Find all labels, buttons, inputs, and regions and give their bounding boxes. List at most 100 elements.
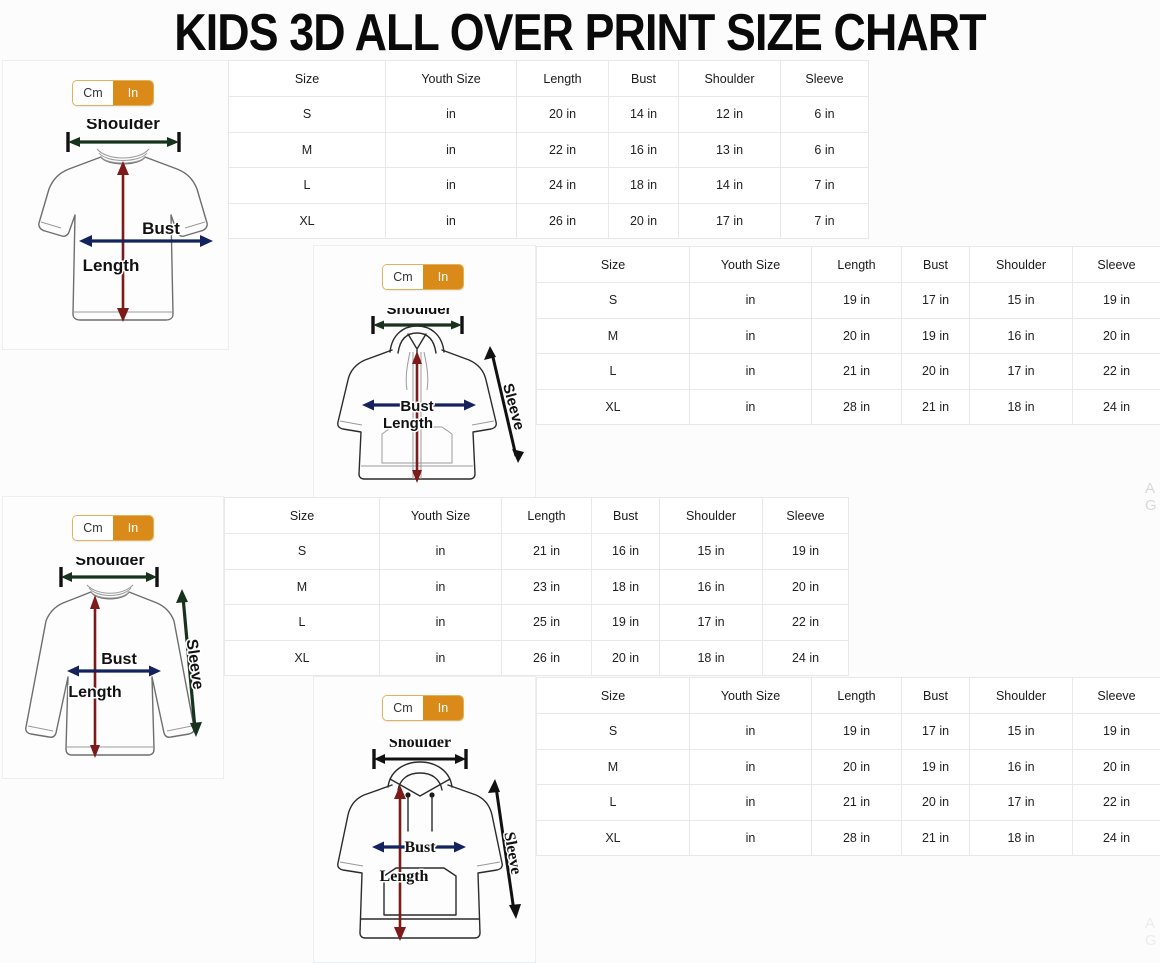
unit-toggle-cm[interactable]: Cm [383, 265, 423, 289]
table-row: M in 22 in 16 in 13 in 6 in [228, 131, 869, 168]
table-header-row: Size Youth Size Length Bust Shoulder Sle… [536, 677, 1160, 714]
unit-toggle-tshirt[interactable]: Cm In [72, 80, 154, 106]
svg-text:Bust: Bust [400, 398, 433, 415]
cell-size: M [228, 131, 386, 168]
cell-youth-size: in [379, 533, 502, 570]
svg-text:Bust: Bust [404, 839, 436, 856]
cell-sleeve: 19 in [1072, 713, 1160, 750]
cell-shoulder: 15 in [969, 713, 1073, 750]
cell-length: 20 in [811, 748, 902, 785]
table-row: L in 21 in 20 in 17 in 22 in [536, 784, 1160, 821]
table-header-row: Size Youth Size Length Bust Shoulder Sle… [536, 246, 1160, 283]
pullover-hoodie-illustration: Shoulder Sleeve [320, 739, 530, 959]
unit-toggle-zip-hoodie[interactable]: Cm In [382, 264, 464, 290]
cell-bust: 16 in [608, 131, 679, 168]
cell-sleeve: 19 in [1072, 282, 1160, 319]
size-table-tshirt: Size Youth Size Length Bust Shoulder Sle… [228, 60, 869, 239]
cell-sleeve: 20 in [1072, 317, 1160, 354]
unit-toggle-cm[interactable]: Cm [73, 81, 113, 105]
unit-toggle-in[interactable]: In [423, 696, 463, 720]
cell-length: 28 in [811, 819, 902, 856]
cell-sleeve: 19 in [762, 533, 849, 570]
table-row: L in 21 in 20 in 17 in 22 in [536, 353, 1160, 390]
cell-youth-size: in [689, 713, 812, 750]
cell-sleeve: 20 in [762, 568, 849, 605]
cell-bust: 20 in [901, 784, 970, 821]
cell-size: L [228, 167, 386, 204]
cell-youth-size: in [385, 96, 517, 133]
cell-size: L [224, 604, 380, 641]
cell-bust: 21 in [901, 819, 970, 856]
edge-text-line-1: A [1145, 480, 1156, 497]
cell-shoulder: 16 in [659, 568, 763, 605]
edge-text-fragment-upper: A G [1145, 480, 1160, 514]
cell-bust: 16 in [591, 533, 660, 570]
unit-toggle-pullover-hoodie[interactable]: Cm In [382, 695, 464, 721]
cell-youth-size: in [689, 388, 812, 425]
page-title: KIDS 3D ALL OVER PRINT SIZE CHART [174, 4, 986, 62]
col-header-youth-size: Youth Size [689, 677, 812, 714]
cell-sleeve: 24 in [1072, 819, 1160, 856]
unit-toggle-cm[interactable]: Cm [73, 516, 113, 540]
table-row: XL in 28 in 21 in 18 in 24 in [536, 819, 1160, 856]
table-row: L in 24 in 18 in 14 in 7 in [228, 167, 869, 204]
col-header-sleeve: Sleeve [780, 60, 869, 97]
edge-text-line-2: G [1145, 497, 1157, 514]
svg-text:Shoulder: Shoulder [75, 557, 144, 569]
edge-text-line-2: G [1145, 932, 1157, 949]
table-row: S in 20 in 14 in 12 in 6 in [228, 96, 869, 133]
unit-toggle-in[interactable]: In [113, 81, 153, 105]
cell-sleeve: 7 in [780, 167, 869, 204]
size-table-long-sleeve-wrap: Size Youth Size Length Bust Shoulder Sle… [224, 497, 849, 676]
cell-sleeve: 22 in [762, 604, 849, 641]
edge-text-line-1: A [1145, 915, 1156, 932]
garment-card-pullover-hoodie: Cm In Shoulder [313, 676, 536, 963]
cell-youth-size: in [385, 167, 517, 204]
table-row: S in 21 in 16 in 15 in 19 in [224, 533, 849, 570]
cell-length: 25 in [501, 604, 592, 641]
table-row: M in 20 in 19 in 16 in 20 in [536, 317, 1160, 354]
unit-toggle-cm[interactable]: Cm [383, 696, 423, 720]
col-header-youth-size: Youth Size [379, 497, 502, 534]
cell-bust: 20 in [608, 202, 679, 239]
cell-sleeve: 24 in [762, 639, 849, 676]
svg-text:Length: Length [380, 868, 429, 885]
cell-shoulder: 17 in [969, 784, 1073, 821]
col-header-bust: Bust [608, 60, 679, 97]
unit-toggle-in[interactable]: In [423, 265, 463, 289]
long-sleeve-illustration: Shoulder Sleeve Bust [9, 557, 219, 772]
table-row: XL in 28 in 21 in 18 in 24 in [536, 388, 1160, 425]
col-header-length: Length [501, 497, 592, 534]
cell-bust: 18 in [608, 167, 679, 204]
cell-shoulder: 17 in [969, 353, 1073, 390]
svg-text:Length: Length [68, 684, 121, 701]
cell-size: M [224, 568, 380, 605]
size-table-zip-hoodie: Size Youth Size Length Bust Shoulder Sle… [536, 246, 1160, 425]
cell-shoulder: 15 in [659, 533, 763, 570]
cell-shoulder: 18 in [969, 388, 1073, 425]
tshirt-illustration: Shoulder Bust Length [11, 119, 221, 344]
garment-card-zip-hoodie: Cm In Shoulder [313, 245, 536, 500]
unit-toggle-in[interactable]: In [113, 516, 153, 540]
table-row: S in 19 in 17 in 15 in 19 in [536, 282, 1160, 319]
garment-card-long-sleeve: Cm In Shoulder Sleeve [2, 496, 224, 779]
garment-card-tshirt: Cm In Shoulder [2, 60, 229, 350]
col-header-shoulder: Shoulder [969, 677, 1073, 714]
svg-text:Sleeve: Sleeve [500, 831, 524, 876]
cell-length: 20 in [516, 96, 609, 133]
col-header-youth-size: Youth Size [689, 246, 812, 283]
cell-sleeve: 6 in [780, 131, 869, 168]
col-header-shoulder: Shoulder [659, 497, 763, 534]
cell-size: L [536, 784, 690, 821]
cell-length: 21 in [811, 353, 902, 390]
cell-bust: 19 in [591, 604, 660, 641]
unit-toggle-long-sleeve[interactable]: Cm In [72, 515, 154, 541]
cell-sleeve: 7 in [780, 202, 869, 239]
cell-length: 21 in [501, 533, 592, 570]
col-header-size: Size [228, 60, 386, 97]
table-header-row: Size Youth Size Length Bust Shoulder Sle… [228, 60, 869, 97]
cell-bust: 19 in [901, 748, 970, 785]
col-header-bust: Bust [591, 497, 660, 534]
cell-youth-size: in [689, 282, 812, 319]
cell-size: XL [536, 819, 690, 856]
